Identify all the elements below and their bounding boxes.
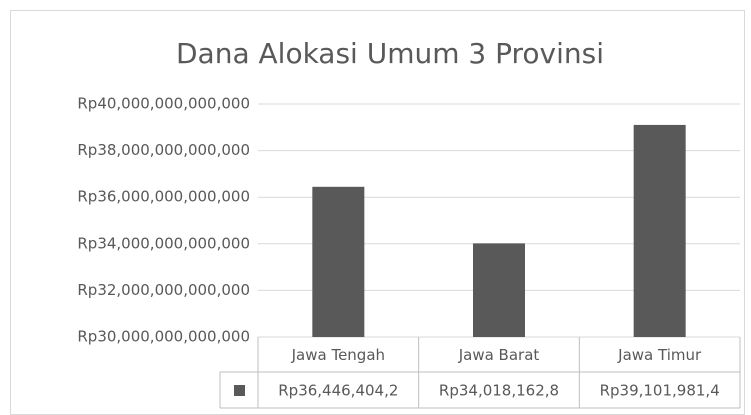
table-value: Rp39,101,981,4	[600, 382, 720, 400]
y-tick-label: Rp30,000,000,000,000	[77, 328, 250, 346]
table-value: Rp34,018,162,8	[439, 382, 559, 400]
x-tick-label: Jawa Tengah	[291, 346, 385, 364]
x-tick-label: Jawa Barat	[458, 346, 540, 364]
x-tick-label: Jawa Timur	[617, 346, 702, 364]
bar	[473, 243, 525, 337]
y-tick-label: Rp36,000,000,000,000	[77, 188, 250, 206]
bar	[312, 186, 365, 337]
bar	[633, 124, 686, 338]
y-tick-label: Rp38,000,000,000,000	[77, 141, 250, 159]
chart-border	[10, 10, 745, 415]
table-value: Rp36,446,404,2	[278, 382, 398, 400]
legend-key	[234, 385, 245, 396]
y-tick-label: Rp40,000,000,000,000	[77, 95, 250, 113]
y-tick-label: Rp32,000,000,000,000	[77, 281, 250, 299]
chart-title: Dana Alokasi Umum 3 Provinsi	[176, 37, 604, 70]
y-tick-label: Rp34,000,000,000,000	[77, 234, 250, 252]
